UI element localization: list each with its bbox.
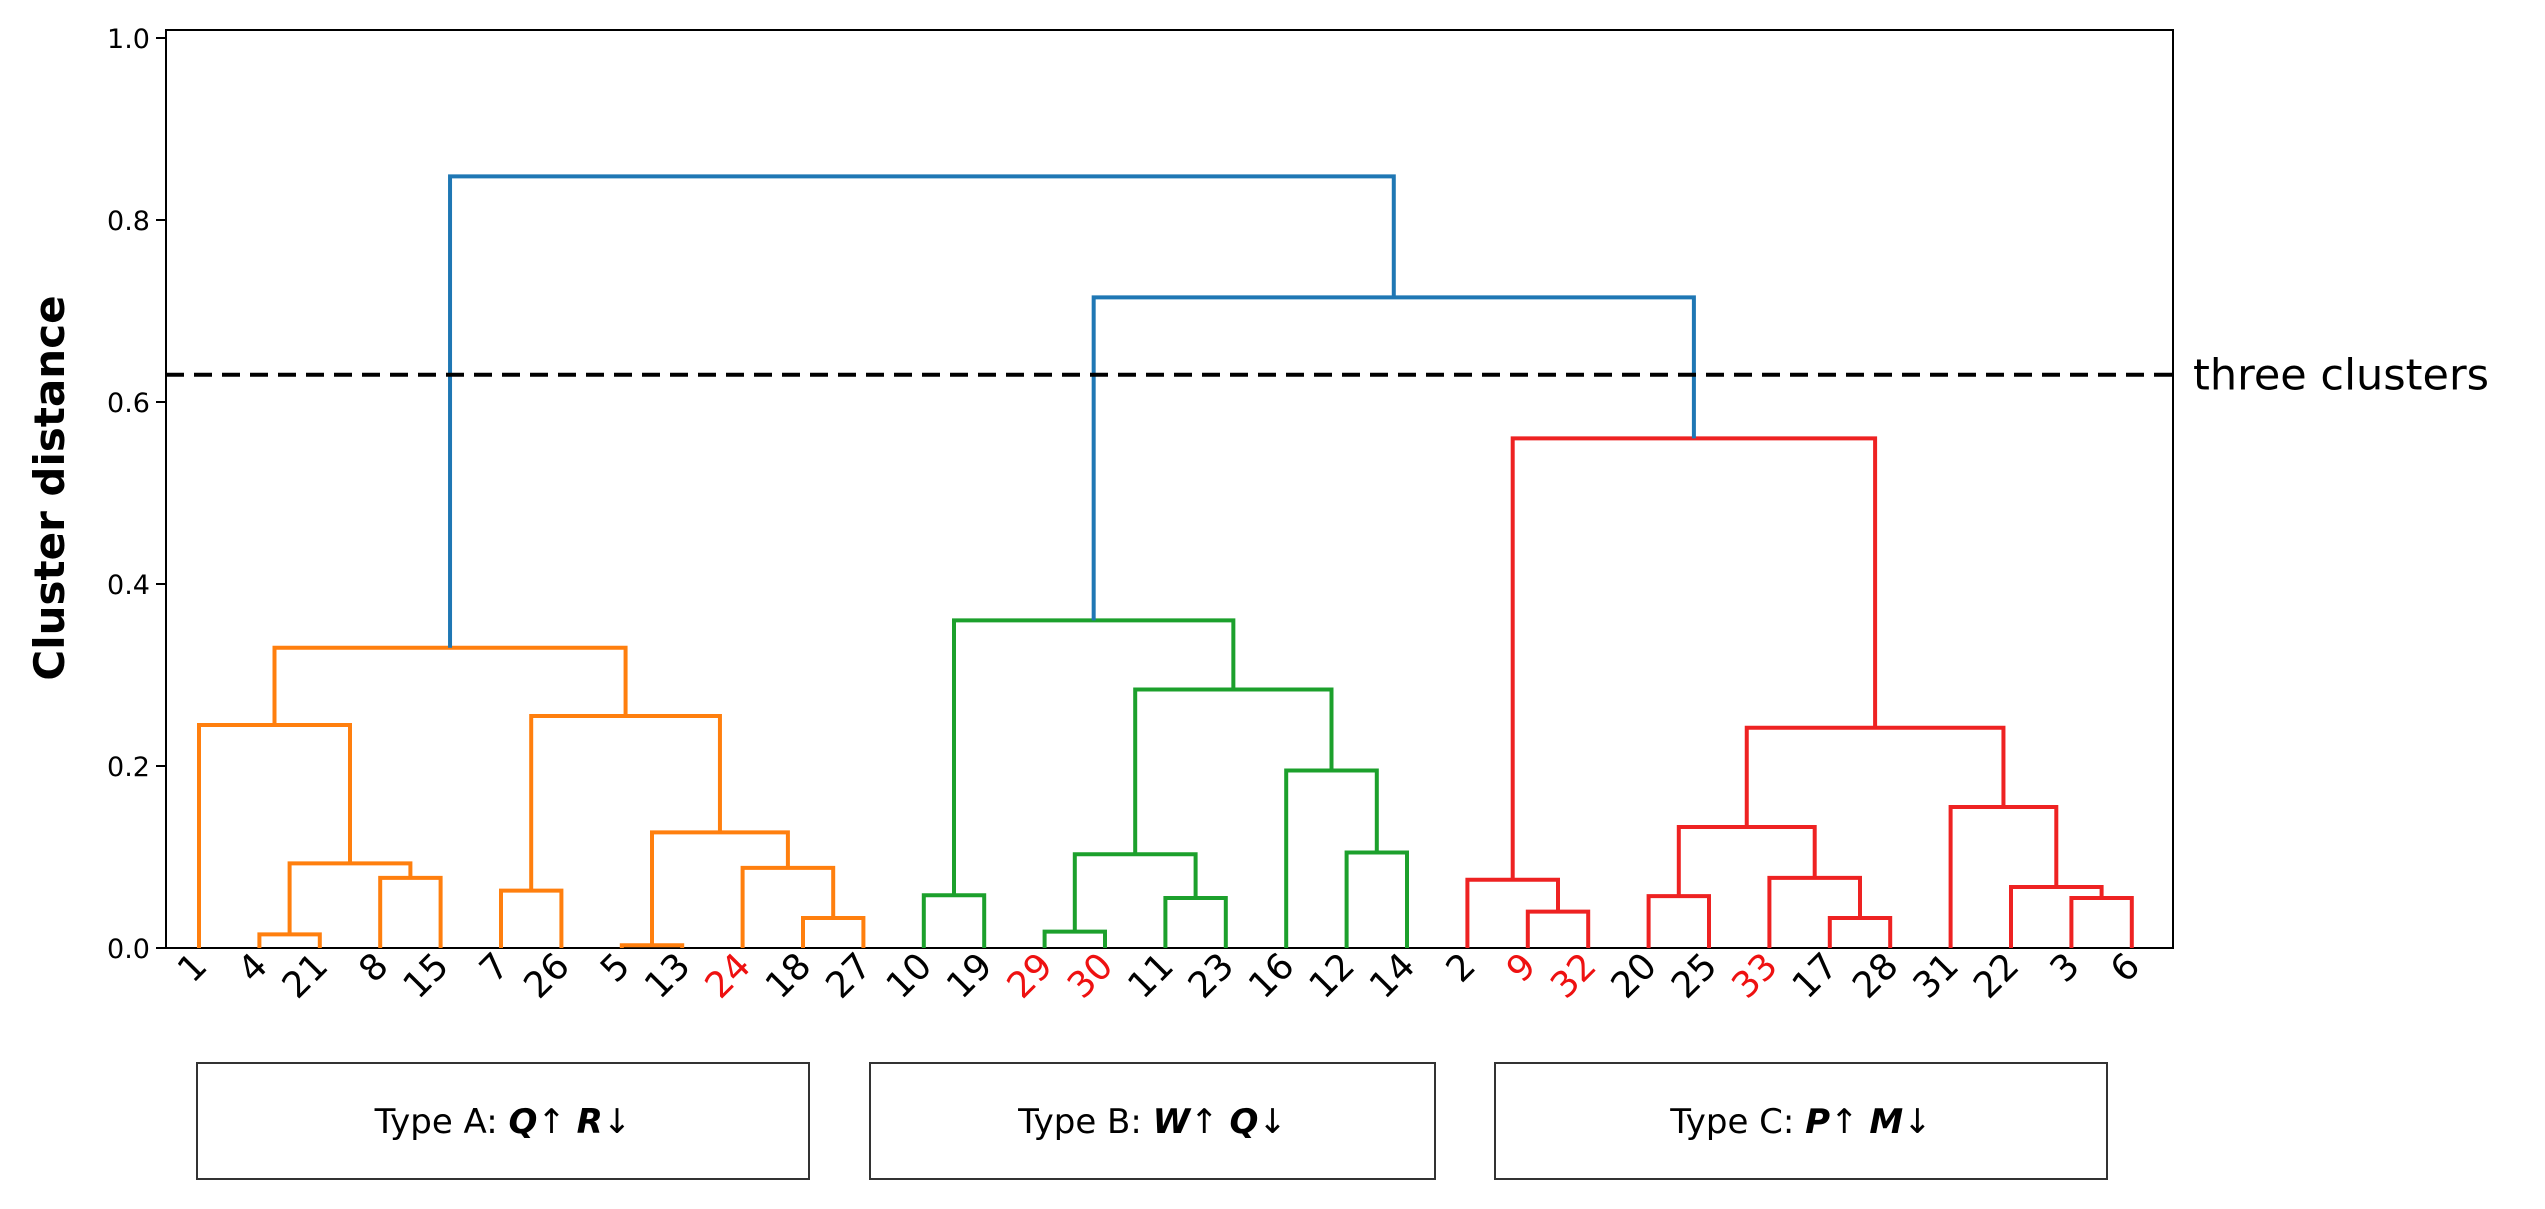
leaf-label: 28: [1845, 945, 1906, 1006]
dendrogram-link-c3: [1646, 894, 1711, 948]
leaf-label: 24: [698, 945, 759, 1006]
leaf-label: 20: [1604, 945, 1665, 1006]
y-tick-label: 0.4: [107, 570, 150, 601]
leaf-label: 7: [472, 945, 517, 990]
dendrogram-link-a4: [197, 723, 352, 948]
dendrogram-link-a11: [272, 645, 628, 726]
leaf-label: 5: [593, 945, 638, 990]
plot-frame: [165, 29, 2174, 949]
type-c-label: Type C: P↑ M↓: [1669, 1102, 1931, 1142]
dendrogram-link-b3: [1163, 895, 1228, 948]
leaf-label: 10: [879, 945, 940, 1006]
dendrogram-link-b5: [1344, 850, 1409, 948]
leaf-label: 18: [758, 945, 819, 1006]
dendrogram-link-c1: [1525, 909, 1591, 948]
y-axis-ticks: 0.0 0.2 0.4 0.6 0.8 1.0: [107, 24, 166, 965]
y-tick-label: 0.6: [107, 388, 150, 419]
dendrogram-link-r1: [1091, 295, 1696, 621]
cluster-type-boxes: Type A: Q↑ R↓ Type B: W↑ Q↓ Type C: P↑ M↓: [196, 1062, 2108, 1180]
leaf-label: 32: [1543, 945, 1604, 1006]
type-a-label: Type A: Q↑ R↓: [374, 1102, 632, 1142]
dendrogram-link-a3: [287, 861, 413, 935]
dendrogram-link-c9: [1948, 804, 2059, 948]
y-tick-label: 0.2: [107, 752, 150, 783]
leaf-label: 33: [1724, 945, 1785, 1006]
y-axis-label: Cluster distance: [25, 295, 74, 680]
leaf-label: 31: [1906, 945, 1967, 1006]
dendrogram-link-a7: [801, 915, 866, 948]
dendrogram-links: [197, 174, 2134, 948]
dendrogram-link-b6: [1284, 768, 1379, 948]
leaf-label: 13: [637, 945, 698, 1006]
dendrogram-link-a8: [740, 865, 836, 948]
y-tick-label: 1.0: [107, 24, 150, 55]
type-c-box: [1494, 1062, 2108, 1180]
dendrogram-link-a5: [499, 888, 564, 948]
dendrogram-link-c10: [1744, 725, 2006, 827]
dendrogram-link-c7: [2069, 895, 2134, 948]
type-b-box: [869, 1062, 1436, 1180]
dendrogram-link-a1: [257, 932, 322, 948]
leaf-label: 2: [1439, 945, 1484, 990]
dendrogram-link-b1: [921, 893, 987, 948]
dendrogram-link-c11: [1510, 436, 1878, 880]
leaf-label: 21: [275, 945, 336, 1006]
leaf-label: 17: [1785, 945, 1846, 1006]
leaf-label: 9: [1499, 945, 1544, 990]
leaf-label: 25: [1664, 945, 1725, 1006]
leaf-label: 19: [939, 945, 1000, 1006]
dendrogram-link-a2: [378, 875, 443, 948]
leaf-label: 23: [1181, 945, 1242, 1006]
dendrogram-link-a10: [529, 713, 722, 891]
leaf-label: 14: [1362, 945, 1423, 1006]
threshold-label: three clusters: [2193, 351, 2489, 401]
leaf-label: 22: [1966, 945, 2027, 1006]
leaf-label: 29: [1000, 945, 1061, 1006]
leaf-label: 12: [1302, 945, 1363, 1006]
leaf-label: 26: [516, 945, 577, 1006]
dendrogram-link-c4: [1827, 915, 1893, 948]
leaf-label: 11: [1120, 945, 1181, 1006]
leaf-label: 30: [1060, 945, 1121, 1006]
leaf-label: 4: [231, 945, 276, 990]
y-tick-label: 0.0: [107, 934, 150, 965]
y-tick-label: 0.8: [107, 206, 150, 237]
dendrogram-link-b4: [1072, 852, 1198, 932]
leaf-label: 15: [396, 945, 457, 1006]
leaf-labels: 1 4 21 8 15 7 26 5 13 24 18 27 10 19 29 30 11 23 16 12 14 2 9 3…: [170, 945, 2148, 1006]
dendrogram-link-c2: [1465, 877, 1560, 948]
leaf-label: 3: [2043, 945, 2088, 990]
type-a-box: [196, 1062, 810, 1180]
dendrogram-link-b2: [1042, 929, 1107, 948]
leaf-label: 6: [2103, 945, 2148, 990]
leaf-label: 1: [170, 945, 215, 990]
type-b-label: Type B: W↑ Q↓: [1017, 1102, 1287, 1142]
dendrogram-link-a9: [650, 830, 790, 946]
dendrogram-link-c5: [1767, 875, 1862, 948]
leaf-label: 16: [1241, 945, 1302, 1006]
dendrogram-link-r2: [448, 174, 1396, 648]
dendrogram-link-c6: [1676, 824, 1817, 897]
threshold-group: three clusters: [166, 351, 2489, 401]
leaf-label: 27: [818, 945, 879, 1006]
leaf-label: 8: [351, 945, 396, 990]
